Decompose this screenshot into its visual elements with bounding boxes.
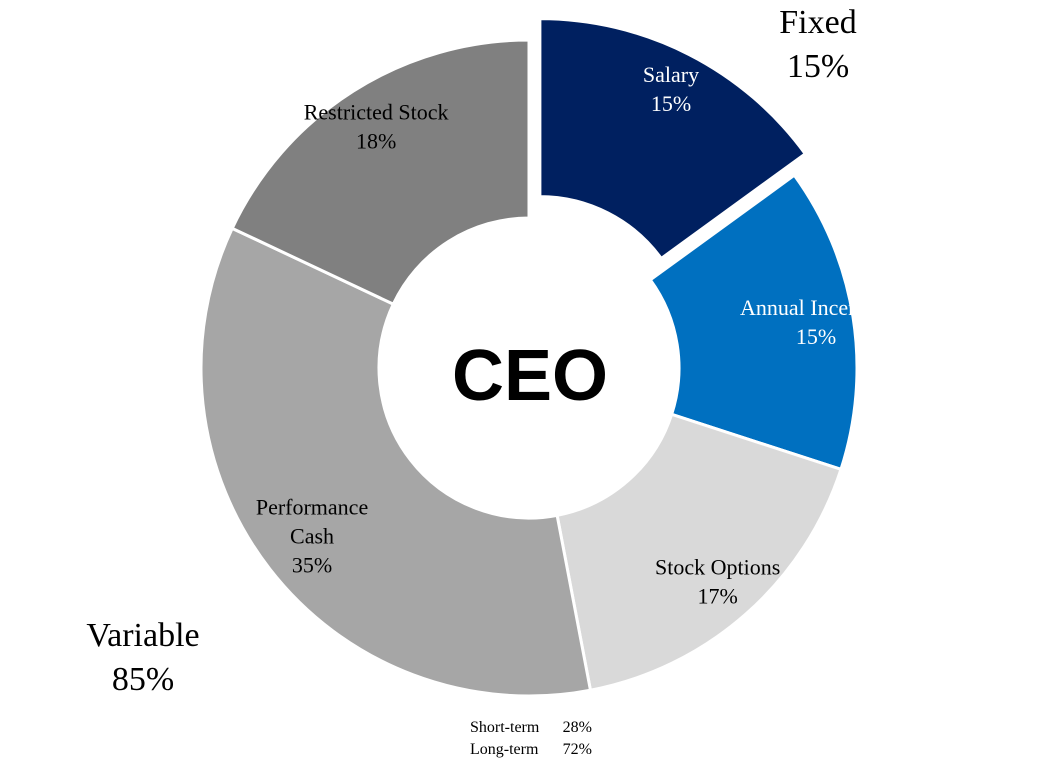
slice-label-annual-incentive: Annual Incentive 15% — [740, 295, 892, 349]
slice-label-salary: Salary 15% — [643, 62, 699, 116]
slice-name-stock-options: Stock Options — [655, 554, 780, 579]
slice-value-salary: 15% — [651, 91, 691, 116]
slice-annual-incentive — [648, 173, 859, 472]
slice-stock-options — [555, 412, 843, 692]
slice-value-restricted-stock: 18% — [356, 129, 396, 154]
fixed-group-name: Fixed — [779, 4, 856, 41]
short-term-value: 28% — [563, 719, 592, 736]
slice-label-stock-options: Stock Options 17% — [655, 554, 780, 608]
slice-name-restricted-stock: Restricted Stock — [304, 100, 449, 125]
fixed-group-value: 15% — [787, 48, 849, 85]
slice-labels-layer: Salary 15% Annual Incentive 15% Stock Option… — [256, 62, 892, 609]
slice-name-salary: Salary — [643, 62, 699, 87]
center-label: CEO — [452, 336, 608, 416]
fixed-group-label: Fixed 15% — [779, 4, 856, 85]
variable-group-value: 85% — [112, 661, 174, 698]
slice-value-performance-cash: 35% — [292, 552, 332, 577]
slice-label-performance-cash: Performance Cash 35% — [256, 494, 368, 577]
slice-label-restricted-stock: Restricted Stock 18% — [304, 100, 449, 154]
slice-performance-cash — [199, 226, 593, 698]
slices-layer — [199, 17, 859, 698]
long-term-value: 72% — [563, 741, 592, 758]
variable-group-label: Variable 85% — [86, 617, 199, 698]
slice-name-annual-incentive: Annual Incentive — [740, 295, 892, 320]
slice-name-performance-cash: Cash — [290, 523, 334, 548]
slice-restricted-stock — [230, 38, 531, 307]
slice-name-performance-cash: Performance — [256, 494, 368, 519]
long-term-name: Long-term — [470, 741, 539, 758]
variable-group-name: Variable — [86, 617, 199, 654]
slice-value-stock-options: 17% — [697, 583, 737, 608]
slice-value-annual-incentive: 15% — [796, 324, 836, 349]
short-term-name: Short-term — [470, 719, 540, 736]
slice-salary — [538, 17, 808, 261]
term-split: Short-term 28% Long-term 72% — [470, 719, 592, 758]
